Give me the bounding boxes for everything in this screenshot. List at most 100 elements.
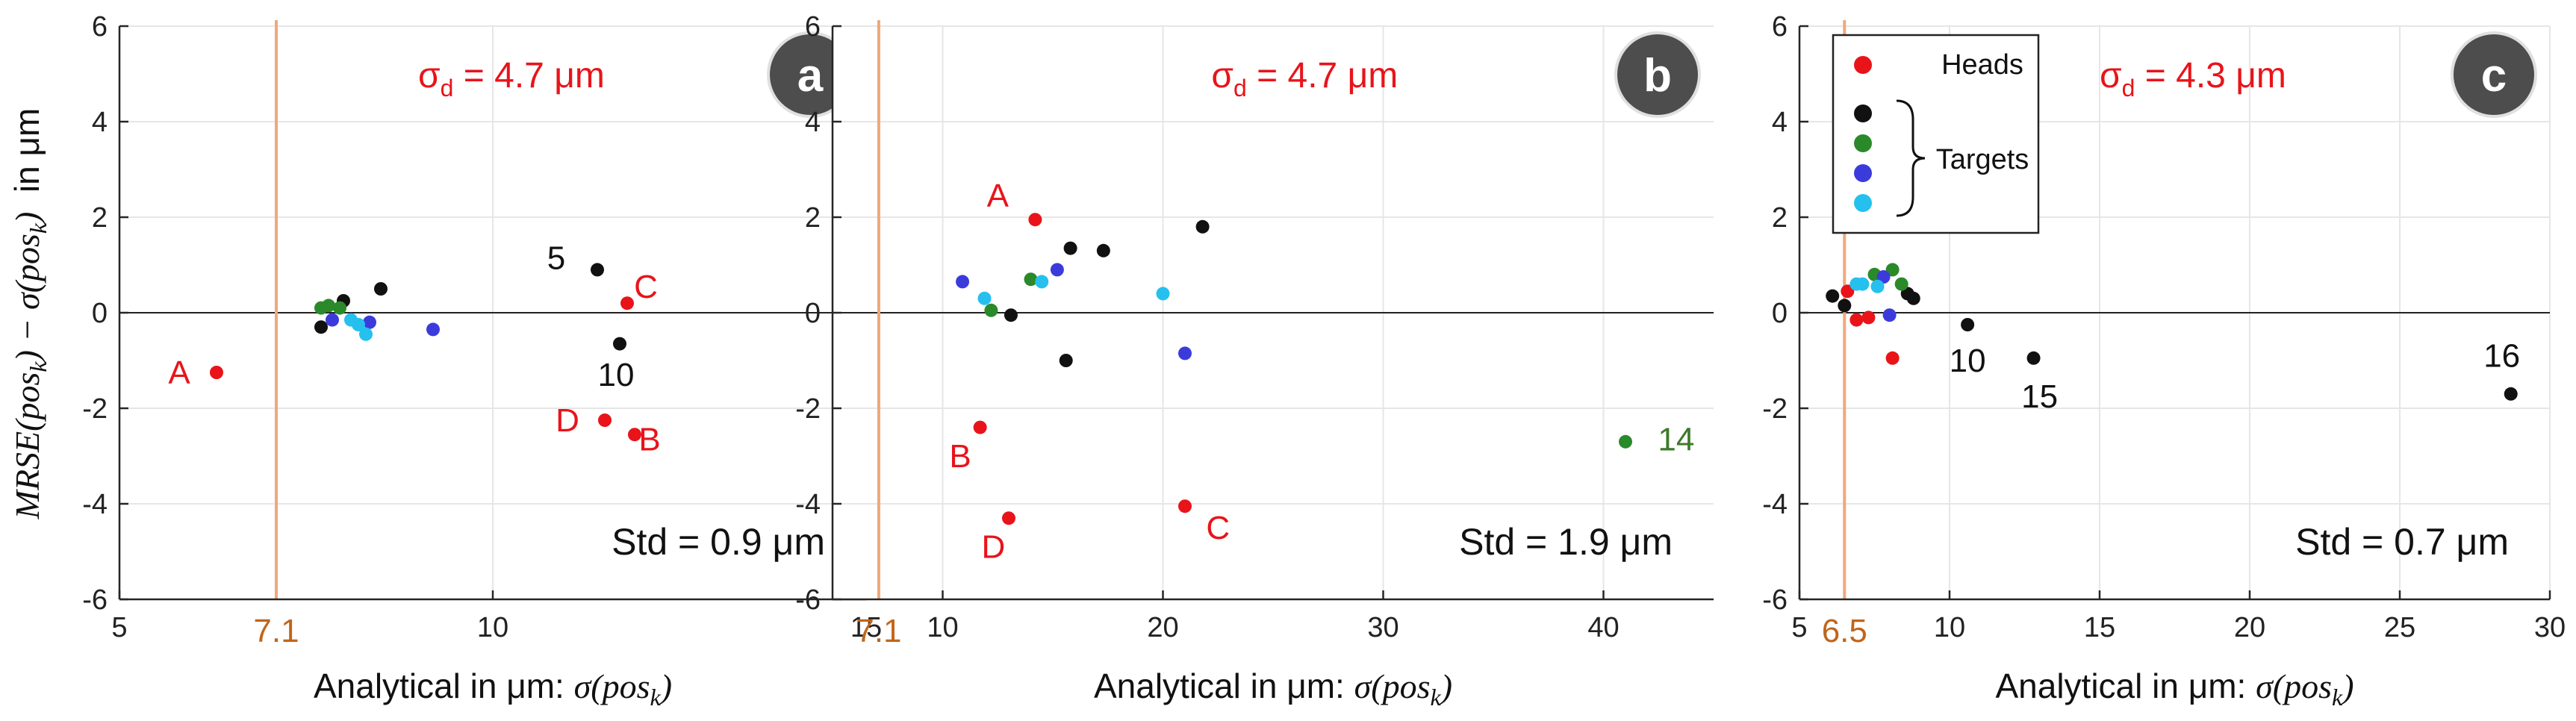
threshold-label: 7.1 bbox=[856, 613, 901, 649]
y-tick-label: 4 bbox=[805, 107, 821, 138]
x-tick-label: 20 bbox=[2234, 612, 2265, 643]
sigma-d-sub: d bbox=[441, 75, 454, 102]
panel-c: -6 -4 -2 0 2 4 6 5 10 15 20 25 30 6.5 Analytical in μm… bbox=[1762, 11, 2566, 711]
data-point-red bbox=[1841, 284, 1855, 299]
x-axis-title-close: ) bbox=[2340, 667, 2353, 705]
data-point-green bbox=[333, 301, 346, 315]
data-point-black bbox=[314, 320, 328, 334]
y-tick-label: -6 bbox=[82, 584, 108, 616]
y-tick-label: 4 bbox=[92, 107, 108, 138]
data-point-black bbox=[1063, 241, 1077, 255]
data-point-green bbox=[322, 299, 335, 313]
x-axis-title-math: σ(pos bbox=[1354, 667, 1431, 705]
sigma-d-sub: d bbox=[2122, 75, 2135, 102]
sigma-d-label: σd = 4.3 μm bbox=[2100, 56, 2286, 102]
data-point-cyan bbox=[1855, 277, 1870, 291]
sigma-d-value: = 4.7 μm bbox=[1247, 56, 1398, 96]
y-axis-title-part: σ(pos bbox=[8, 234, 46, 310]
panel-badge-letter: c bbox=[2481, 50, 2507, 102]
data-point-blue bbox=[326, 313, 339, 327]
point-annotation: 10 bbox=[598, 357, 635, 393]
y-tick-label: -4 bbox=[795, 489, 821, 520]
x-tick-label: 25 bbox=[2384, 612, 2415, 643]
x-tick-label: 30 bbox=[1367, 612, 1399, 643]
x-tick-label: 20 bbox=[1147, 612, 1178, 643]
y-axis-title-part: ) − bbox=[8, 310, 46, 363]
x-axis-title-close: ) bbox=[1439, 667, 1452, 705]
point-annotation: B bbox=[638, 422, 660, 458]
y-tick-label: 0 bbox=[1772, 298, 1788, 329]
y-tick-label: 4 bbox=[1772, 107, 1788, 138]
legend-label-heads: Heads bbox=[1941, 49, 2023, 81]
sigma-d-value: = 4.3 μm bbox=[2135, 56, 2286, 96]
legend-marker-target bbox=[1854, 194, 1872, 212]
data-point-black bbox=[1826, 289, 1840, 303]
x-axis-title-sub: k bbox=[1431, 684, 1442, 711]
y-tick-label: -2 bbox=[1762, 393, 1788, 425]
x-axis-title-close: ) bbox=[659, 667, 672, 705]
data-point-cyan bbox=[1156, 287, 1170, 301]
point-annotation: D bbox=[981, 529, 1005, 566]
sigma-d-symbol: σ bbox=[1211, 56, 1233, 96]
y-axis-title: MRSE(posk) − σ(posk) in μm bbox=[7, 108, 52, 520]
y-tick-label: -2 bbox=[82, 393, 108, 425]
data-point-cyan bbox=[359, 327, 373, 341]
x-tick-label: 40 bbox=[1587, 612, 1619, 643]
y-axis-title-part: MRSE(pos bbox=[8, 372, 46, 520]
data-point-red bbox=[973, 420, 987, 434]
sigma-d-sub: d bbox=[1233, 75, 1247, 102]
y-tick-label: 2 bbox=[92, 202, 108, 234]
legend-marker-heads bbox=[1854, 56, 1872, 74]
y-tick-label: 2 bbox=[805, 202, 821, 234]
data-point-red bbox=[1885, 351, 1900, 365]
data-point-black bbox=[591, 263, 604, 277]
sigma-d-symbol: σ bbox=[418, 56, 441, 96]
y-tick-label: 2 bbox=[1772, 202, 1788, 234]
x-axis-title-prefix: Analytical in μm: bbox=[1094, 667, 1354, 705]
data-point-green bbox=[1894, 277, 1908, 291]
x-axis-title: Analytical in μm: σ(posk) bbox=[1995, 667, 2353, 711]
sigma-d-symbol: σ bbox=[2100, 56, 2122, 96]
y-tick-label: 6 bbox=[1772, 11, 1788, 43]
panel-badge-letter: a bbox=[797, 50, 824, 102]
y-axis-title-part: in μm bbox=[7, 108, 46, 212]
data-point-black bbox=[2026, 351, 2041, 365]
data-point-blue bbox=[956, 275, 970, 289]
data-point-green bbox=[1619, 434, 1632, 449]
data-point-blue bbox=[1178, 346, 1192, 360]
y-tick-label: 6 bbox=[92, 11, 108, 43]
x-axis-title-sub: k bbox=[2332, 684, 2343, 711]
point-annotation: 14 bbox=[1658, 422, 1694, 458]
data-point-red bbox=[1178, 499, 1192, 514]
y-axis-title-part: ) bbox=[8, 212, 46, 225]
data-point-red bbox=[598, 413, 612, 427]
data-point-black bbox=[1004, 308, 1018, 322]
data-point-red bbox=[1002, 511, 1015, 525]
y-tick-label: -2 bbox=[795, 393, 821, 425]
x-tick-label: 15 bbox=[2084, 612, 2115, 643]
data-point-red bbox=[620, 296, 634, 310]
point-annotation: D bbox=[556, 402, 579, 439]
x-axis-title-sub: k bbox=[650, 684, 662, 711]
y-axis-title-sub: k bbox=[25, 361, 52, 372]
panel-badge bbox=[2451, 31, 2537, 118]
point-annotation: C bbox=[1206, 510, 1230, 546]
data-point-blue bbox=[1876, 270, 1891, 284]
legend-brace bbox=[1896, 99, 1926, 217]
data-point-blue bbox=[426, 322, 440, 337]
data-point-black bbox=[1059, 354, 1073, 367]
y-tick-label: 0 bbox=[805, 298, 821, 329]
y-tick-label: -4 bbox=[1762, 489, 1788, 520]
threshold-label: 7.1 bbox=[253, 613, 299, 649]
point-annotation: 15 bbox=[2021, 378, 2058, 415]
sigma-d-label: σd = 4.7 μm bbox=[418, 56, 605, 102]
data-point-green bbox=[1885, 263, 1900, 277]
y-axis-title-sub: k bbox=[25, 222, 52, 234]
std-label: Std = 0.9 μm bbox=[612, 521, 825, 563]
panel-a: -6 -4 -2 0 2 4 6 5 10 15 7.1 Analytical in μm: σ(po… bbox=[82, 11, 882, 711]
data-point-blue bbox=[363, 315, 376, 329]
data-point-black bbox=[374, 282, 388, 296]
point-annotation: C bbox=[634, 269, 658, 305]
threshold-label: 6.5 bbox=[1822, 613, 1867, 649]
